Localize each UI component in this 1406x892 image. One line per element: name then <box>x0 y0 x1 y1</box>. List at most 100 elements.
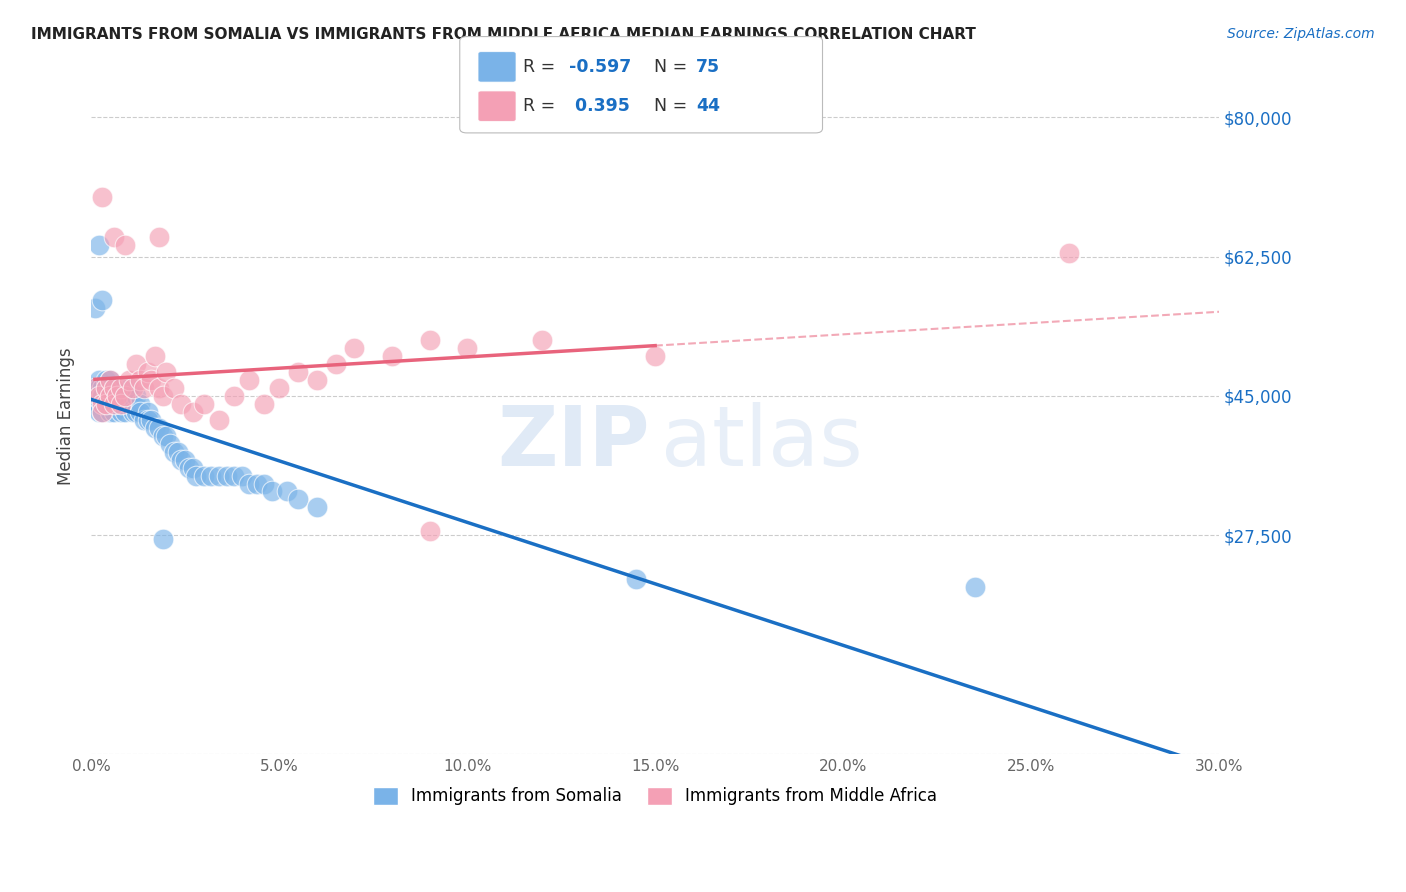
Point <box>121 405 143 419</box>
Point <box>193 397 215 411</box>
Point <box>110 405 132 419</box>
Text: 0.395: 0.395 <box>569 97 630 115</box>
Point <box>531 333 554 347</box>
Point <box>121 397 143 411</box>
Text: N =: N = <box>654 97 693 115</box>
Point <box>163 444 186 458</box>
Point <box>253 397 276 411</box>
Point <box>260 484 283 499</box>
Point <box>110 397 132 411</box>
Point <box>177 460 200 475</box>
Point <box>181 405 204 419</box>
Point <box>98 405 121 419</box>
Point <box>91 397 114 411</box>
Point <box>91 389 114 403</box>
Point <box>103 381 125 395</box>
Point <box>91 389 114 403</box>
Point <box>181 460 204 475</box>
Point <box>107 389 129 403</box>
Point <box>98 381 121 395</box>
Point <box>325 357 347 371</box>
Point <box>91 397 114 411</box>
Point <box>155 365 177 379</box>
Point <box>208 413 231 427</box>
Text: R =: R = <box>523 58 561 76</box>
Point <box>110 381 132 395</box>
Point <box>103 381 125 395</box>
Point <box>170 397 193 411</box>
Point <box>91 190 114 204</box>
Point <box>125 389 148 403</box>
Point <box>96 381 118 395</box>
Point <box>84 381 107 395</box>
Point <box>114 237 136 252</box>
Point <box>87 373 110 387</box>
Point <box>132 381 155 395</box>
Point <box>166 444 188 458</box>
Legend: Immigrants from Somalia, Immigrants from Middle Africa: Immigrants from Somalia, Immigrants from… <box>364 778 946 814</box>
Point <box>87 405 110 419</box>
Point <box>118 397 141 411</box>
Point <box>186 468 208 483</box>
Point <box>107 381 129 395</box>
Point <box>118 389 141 403</box>
Point <box>84 381 107 395</box>
Point <box>132 413 155 427</box>
Point <box>155 428 177 442</box>
Point <box>118 373 141 387</box>
Point <box>96 381 118 395</box>
Point <box>152 428 174 442</box>
Point <box>87 389 110 403</box>
Point <box>245 476 267 491</box>
Point <box>200 468 222 483</box>
Text: 75: 75 <box>696 58 720 76</box>
Point <box>103 397 125 411</box>
Point <box>87 381 110 395</box>
Text: Source: ZipAtlas.com: Source: ZipAtlas.com <box>1227 27 1375 41</box>
Point <box>215 468 238 483</box>
Point <box>148 229 170 244</box>
Point <box>231 468 253 483</box>
Point <box>276 484 298 499</box>
Point <box>91 381 114 395</box>
Point <box>381 349 404 363</box>
Point <box>253 476 276 491</box>
Text: 44: 44 <box>696 97 720 115</box>
Point <box>287 492 309 507</box>
Text: atlas: atlas <box>661 402 862 483</box>
Point <box>103 229 125 244</box>
Point <box>159 436 181 450</box>
Point <box>107 397 129 411</box>
Point <box>1057 245 1080 260</box>
Text: IMMIGRANTS FROM SOMALIA VS IMMIGRANTS FROM MIDDLE AFRICA MEDIAN EARNINGS CORRELA: IMMIGRANTS FROM SOMALIA VS IMMIGRANTS FR… <box>31 27 976 42</box>
Point <box>238 373 260 387</box>
Point <box>152 389 174 403</box>
Point <box>129 405 152 419</box>
Point <box>114 405 136 419</box>
Point <box>96 397 118 411</box>
Point <box>121 381 143 395</box>
Y-axis label: Median Earnings: Median Earnings <box>58 347 75 484</box>
Point <box>91 405 114 419</box>
Point <box>103 381 125 395</box>
Point <box>143 421 166 435</box>
Point <box>98 397 121 411</box>
Point <box>136 413 159 427</box>
Point <box>141 413 163 427</box>
Point <box>963 580 986 594</box>
Point <box>91 405 114 419</box>
Point <box>644 349 666 363</box>
Point <box>129 397 152 411</box>
Point <box>96 373 118 387</box>
Point <box>238 476 260 491</box>
Point <box>148 381 170 395</box>
Point <box>103 405 125 419</box>
Point <box>98 373 121 387</box>
Point <box>118 381 141 395</box>
Point <box>148 421 170 435</box>
Point <box>170 452 193 467</box>
Point <box>287 365 309 379</box>
Point <box>110 397 132 411</box>
Point <box>136 365 159 379</box>
Point <box>84 397 107 411</box>
